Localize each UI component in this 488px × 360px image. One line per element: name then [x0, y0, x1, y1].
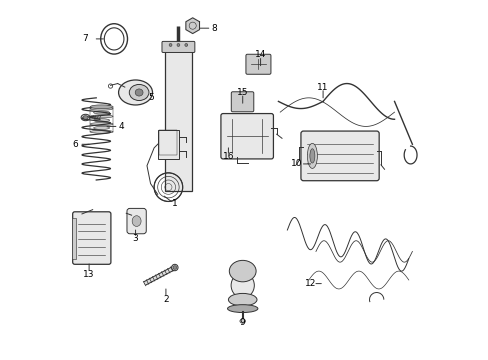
Ellipse shape [227, 305, 257, 312]
Text: 6: 6 [72, 140, 78, 149]
Ellipse shape [135, 89, 143, 96]
Text: 1: 1 [172, 199, 177, 208]
FancyBboxPatch shape [245, 54, 270, 74]
Ellipse shape [93, 126, 109, 130]
Polygon shape [185, 18, 199, 33]
Ellipse shape [240, 319, 245, 323]
Ellipse shape [90, 107, 113, 110]
Ellipse shape [171, 264, 178, 271]
FancyBboxPatch shape [73, 212, 111, 264]
Ellipse shape [90, 105, 113, 109]
Ellipse shape [307, 143, 317, 168]
Ellipse shape [231, 273, 254, 298]
Ellipse shape [229, 260, 256, 282]
FancyBboxPatch shape [221, 113, 273, 159]
FancyBboxPatch shape [162, 41, 194, 53]
Text: 7: 7 [82, 35, 88, 44]
Ellipse shape [169, 44, 172, 46]
Text: 15: 15 [237, 88, 248, 97]
Text: 9: 9 [239, 318, 245, 327]
FancyBboxPatch shape [231, 92, 253, 112]
Ellipse shape [173, 266, 176, 269]
Text: 5: 5 [148, 93, 154, 102]
Ellipse shape [129, 85, 149, 100]
Ellipse shape [184, 44, 187, 46]
Text: 8: 8 [211, 24, 217, 33]
Ellipse shape [93, 111, 109, 114]
Text: 12: 12 [305, 279, 316, 288]
Ellipse shape [228, 293, 257, 306]
Ellipse shape [309, 149, 314, 163]
Text: 13: 13 [83, 270, 95, 279]
Ellipse shape [81, 114, 90, 121]
Text: 2: 2 [163, 295, 168, 304]
Ellipse shape [90, 130, 113, 133]
Ellipse shape [90, 123, 113, 126]
Ellipse shape [93, 119, 109, 122]
Text: 11: 11 [317, 83, 328, 92]
Ellipse shape [177, 44, 180, 46]
Text: 4: 4 [118, 122, 124, 131]
Bar [157, 130, 179, 158]
Text: 3: 3 [132, 234, 138, 243]
FancyBboxPatch shape [300, 131, 378, 181]
Text: 14: 14 [254, 50, 266, 59]
Ellipse shape [132, 216, 141, 226]
Bar [159, 130, 177, 155]
Ellipse shape [118, 80, 152, 105]
Bar [72, 217, 76, 258]
Text: 16: 16 [222, 152, 234, 161]
FancyBboxPatch shape [127, 208, 146, 234]
Ellipse shape [90, 115, 113, 118]
Bar [164, 48, 192, 191]
Ellipse shape [83, 116, 88, 119]
Text: 10: 10 [290, 159, 302, 168]
